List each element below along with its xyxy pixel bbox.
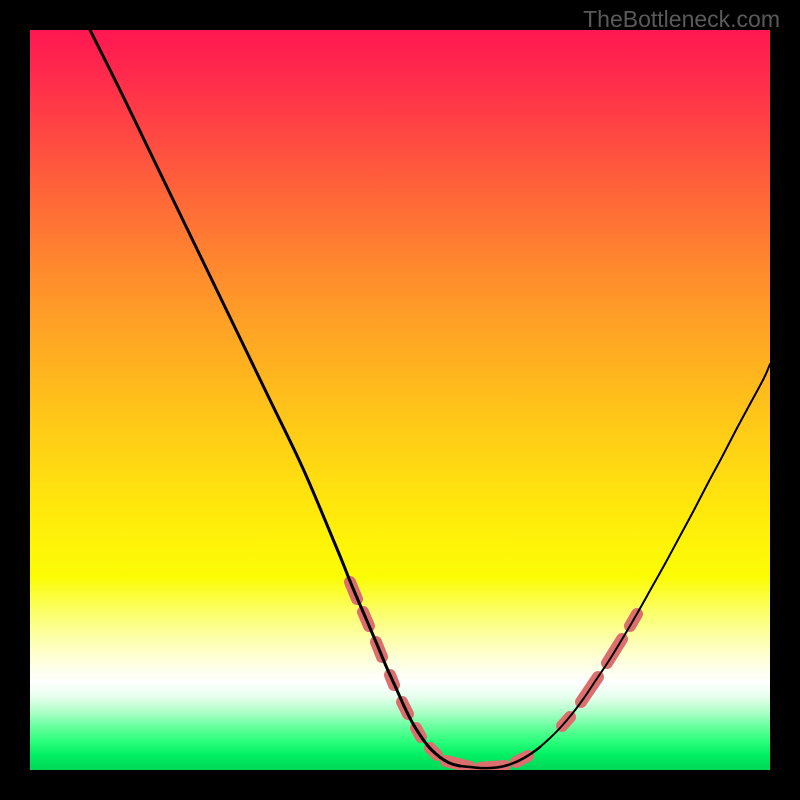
plot-area	[30, 30, 770, 770]
bottleneck-curve-left	[90, 30, 460, 766]
chart-svg	[30, 30, 770, 770]
watermark-text: TheBottleneck.com	[583, 6, 780, 33]
marker-layer	[350, 582, 637, 768]
bottleneck-curve-right	[540, 364, 770, 747]
